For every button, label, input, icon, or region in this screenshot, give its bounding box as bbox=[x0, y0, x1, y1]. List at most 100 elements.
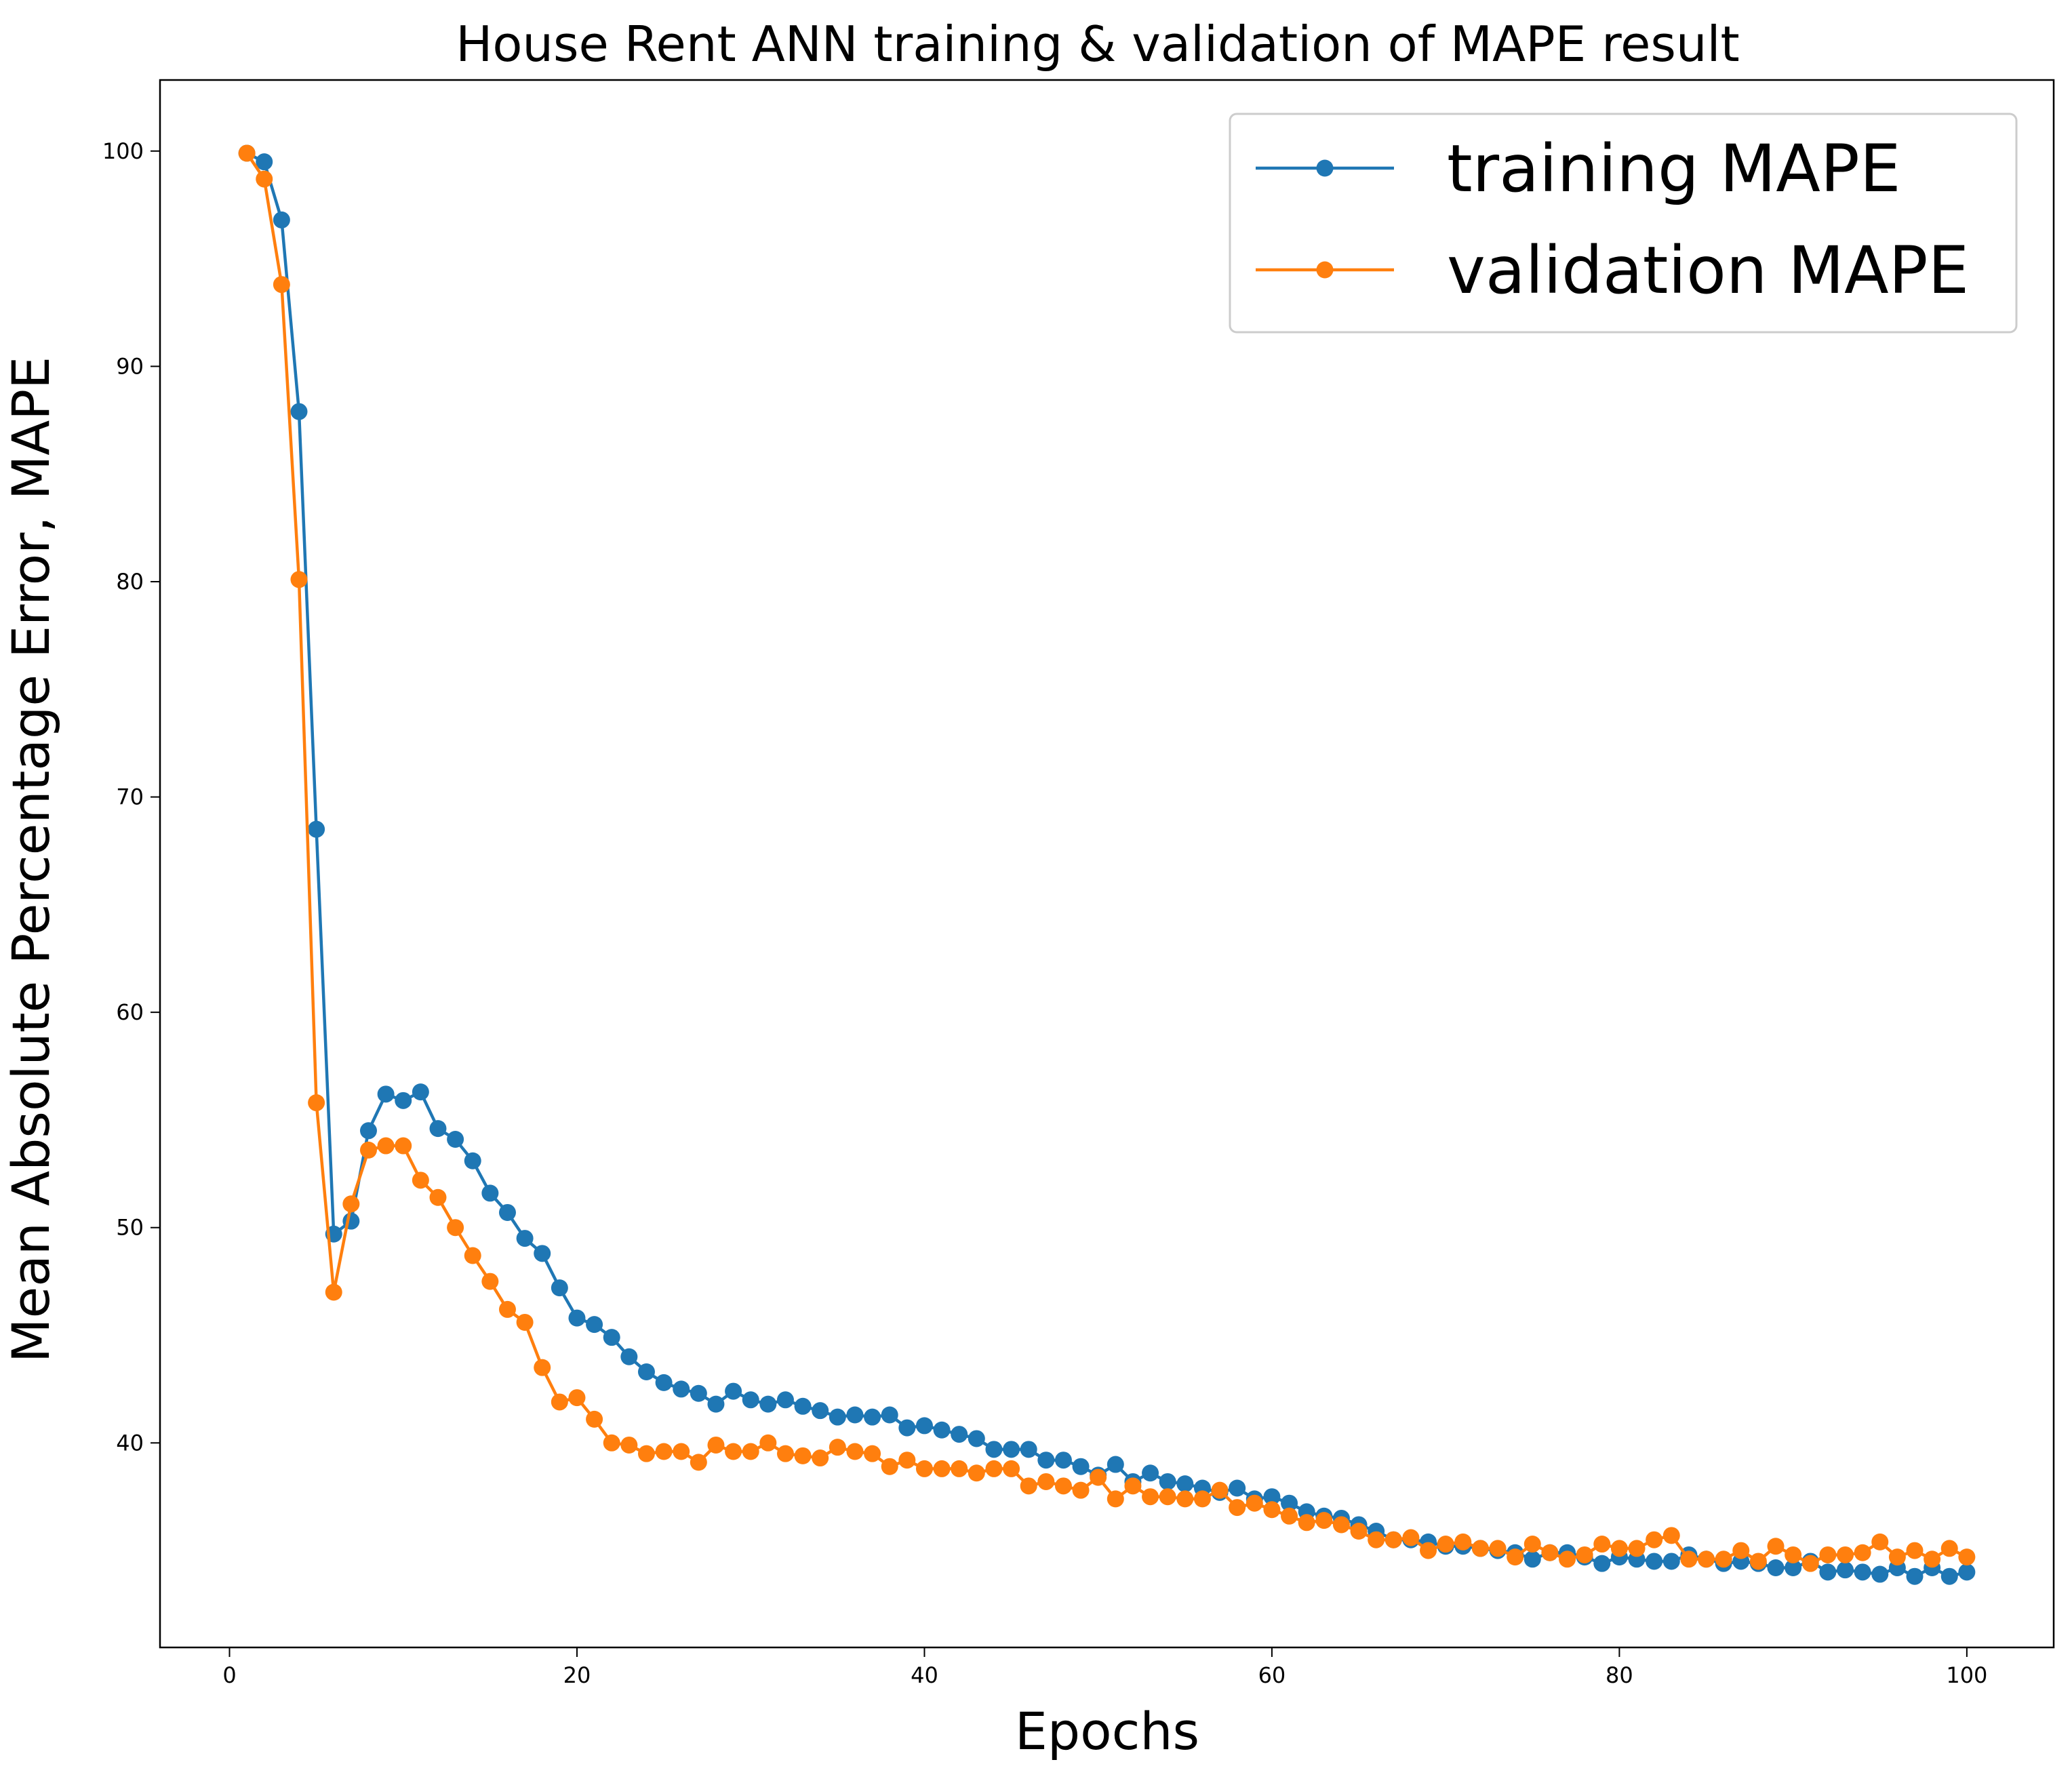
data-point bbox=[1871, 1533, 1889, 1550]
data-point bbox=[1507, 1548, 1524, 1566]
data-point bbox=[637, 1445, 655, 1462]
data-point bbox=[1559, 1550, 1576, 1568]
data-point bbox=[620, 1436, 638, 1454]
data-point bbox=[1281, 1507, 1298, 1525]
legend-box bbox=[1229, 113, 2018, 334]
data-point bbox=[481, 1273, 499, 1290]
data-point bbox=[1090, 1468, 1107, 1486]
data-point bbox=[881, 1458, 898, 1475]
data-point bbox=[1124, 1477, 1142, 1495]
data-point bbox=[1958, 1548, 1976, 1566]
x-tick-label: 0 bbox=[222, 1662, 236, 1688]
x-tick-label: 80 bbox=[1606, 1662, 1633, 1688]
data-point bbox=[673, 1443, 690, 1460]
data-point bbox=[1767, 1538, 1785, 1555]
data-point bbox=[1593, 1536, 1611, 1553]
y-tick-label: 50 bbox=[116, 1215, 144, 1241]
data-point bbox=[637, 1363, 655, 1380]
data-point bbox=[1281, 1494, 1298, 1512]
y-tick-label: 80 bbox=[116, 569, 144, 595]
data-point bbox=[516, 1230, 534, 1247]
data-point bbox=[1263, 1488, 1281, 1506]
x-tick-label: 20 bbox=[563, 1662, 591, 1688]
data-point bbox=[273, 211, 290, 228]
data-point bbox=[1715, 1550, 1732, 1568]
data-point bbox=[1610, 1540, 1628, 1557]
data-point bbox=[498, 1300, 516, 1318]
data-point bbox=[603, 1434, 620, 1452]
data-point bbox=[1229, 1499, 1246, 1517]
data-point bbox=[586, 1316, 603, 1334]
data-point bbox=[915, 1417, 933, 1435]
data-point bbox=[1054, 1477, 1072, 1495]
legend: training MAPE validation MAPE bbox=[1229, 113, 2018, 334]
data-point bbox=[1176, 1490, 1194, 1508]
series-line bbox=[246, 151, 1968, 1578]
data-point bbox=[690, 1454, 707, 1471]
data-point bbox=[516, 1313, 534, 1331]
data-point bbox=[481, 1184, 499, 1202]
y-tick-label: 90 bbox=[116, 353, 144, 379]
y-tick-label: 100 bbox=[102, 138, 144, 164]
data-point bbox=[898, 1419, 916, 1437]
data-point bbox=[568, 1309, 586, 1327]
data-point bbox=[1837, 1546, 1854, 1563]
data-point bbox=[1662, 1527, 1680, 1544]
data-point bbox=[1906, 1567, 1924, 1585]
y-tick-label: 40 bbox=[116, 1430, 144, 1456]
data-point bbox=[985, 1460, 1003, 1477]
data-point bbox=[1350, 1523, 1368, 1540]
data-point bbox=[1471, 1540, 1489, 1557]
data-point bbox=[308, 1094, 325, 1112]
legend-label: training MAPE bbox=[1447, 131, 1900, 207]
data-point bbox=[829, 1408, 846, 1426]
data-point bbox=[1193, 1490, 1211, 1508]
data-point bbox=[1246, 1494, 1263, 1512]
chart-title: House Rent ANN training & validation of … bbox=[456, 16, 1740, 73]
data-point bbox=[951, 1460, 968, 1477]
data-point bbox=[308, 820, 325, 838]
data-point bbox=[1229, 1479, 1246, 1497]
data-point bbox=[1662, 1553, 1680, 1570]
data-point bbox=[1263, 1501, 1281, 1519]
data-point bbox=[985, 1441, 1003, 1458]
data-point bbox=[794, 1447, 812, 1464]
data-point bbox=[1680, 1550, 1698, 1568]
data-point bbox=[759, 1395, 777, 1413]
data-point bbox=[933, 1421, 951, 1439]
data-point bbox=[1020, 1441, 1037, 1458]
data-point bbox=[1785, 1546, 1802, 1563]
data-point bbox=[1732, 1542, 1750, 1559]
data-point bbox=[812, 1402, 829, 1420]
data-point bbox=[290, 571, 308, 588]
data-point bbox=[1749, 1553, 1767, 1570]
data-point bbox=[707, 1395, 725, 1413]
data-point bbox=[1420, 1542, 1437, 1559]
data-point bbox=[742, 1443, 759, 1460]
data-point bbox=[464, 1247, 481, 1264]
data-point bbox=[725, 1443, 742, 1460]
data-point bbox=[794, 1397, 812, 1415]
data-point bbox=[534, 1245, 551, 1262]
data-point bbox=[1298, 1514, 1315, 1532]
data-point bbox=[1940, 1567, 1958, 1585]
data-point bbox=[377, 1137, 395, 1155]
data-point bbox=[1888, 1548, 1906, 1566]
legend-marker bbox=[1316, 159, 1334, 177]
data-point bbox=[1454, 1533, 1472, 1550]
series-line bbox=[245, 152, 1968, 1565]
data-point bbox=[586, 1410, 603, 1428]
data-point bbox=[551, 1393, 568, 1411]
data-point bbox=[1906, 1542, 1924, 1559]
data-point bbox=[551, 1279, 568, 1297]
data-point bbox=[1646, 1531, 1663, 1548]
data-point bbox=[1368, 1531, 1385, 1548]
data-point bbox=[1523, 1550, 1541, 1568]
data-point bbox=[1107, 1490, 1124, 1508]
y-tick-label: 70 bbox=[116, 784, 144, 810]
series-validation bbox=[238, 144, 1976, 1572]
data-point bbox=[1576, 1546, 1593, 1563]
data-point bbox=[829, 1439, 846, 1456]
data-point bbox=[1037, 1452, 1055, 1469]
data-point bbox=[776, 1445, 794, 1462]
